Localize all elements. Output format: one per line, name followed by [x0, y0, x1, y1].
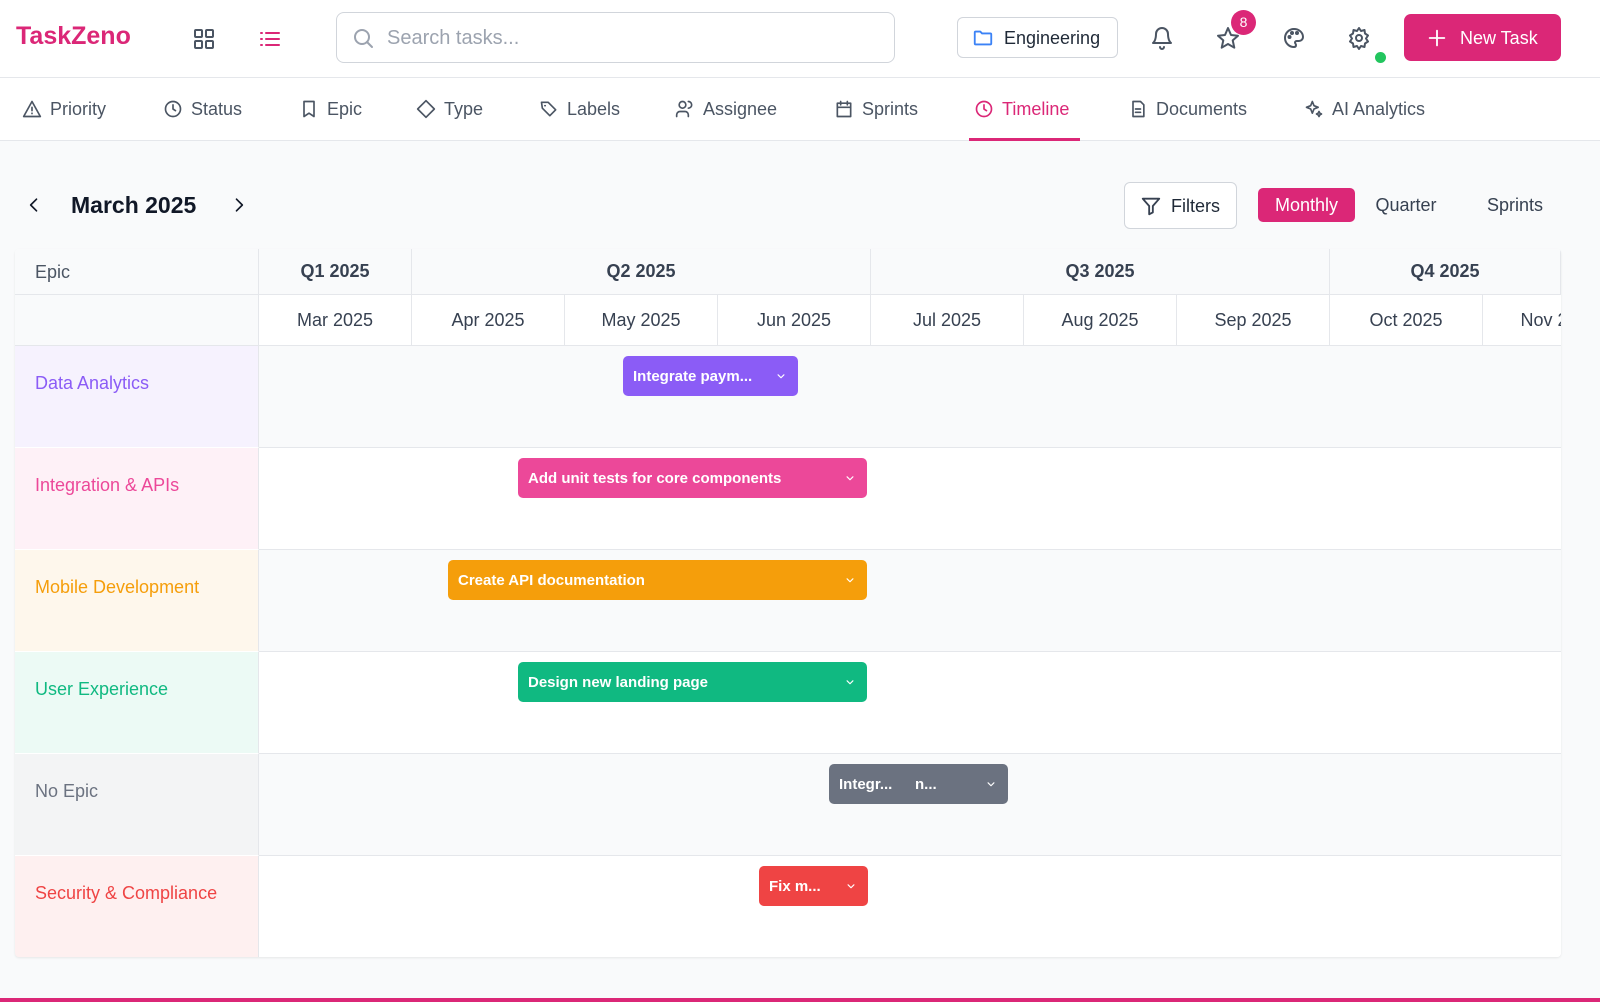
month-header: Jun 2025	[718, 295, 871, 346]
row-background	[259, 856, 1561, 957]
task-chevron	[777, 374, 785, 379]
tab-icon	[1305, 100, 1323, 118]
timeline-grid: Epic Q1 2025 Q2 2025 Q3 2025 Q4 2025 Mar 2025…	[15, 249, 1561, 957]
tab[interactable]: Type	[416, 78, 483, 141]
task-chevron	[846, 578, 854, 583]
bell-icon[interactable]	[1150, 26, 1174, 50]
tab[interactable]: Priority	[22, 78, 106, 141]
month-header: Sep 2025	[1177, 295, 1330, 346]
tab[interactable]: Epic	[299, 78, 362, 141]
filters-label: Filters	[1171, 196, 1220, 216]
task-chevron	[987, 782, 995, 787]
brand: TaskZeno	[16, 22, 131, 50]
month-header: Aug 2025	[1024, 295, 1177, 346]
status-dot	[1375, 52, 1386, 63]
epic-label: Mobile Development	[15, 550, 259, 652]
epic-header: Epic	[15, 249, 259, 295]
task-chevron	[846, 680, 854, 685]
project-name: Engineering	[1004, 28, 1101, 48]
active-tab-underline	[969, 138, 1080, 141]
settings-icon[interactable]	[1347, 26, 1371, 50]
row-background	[259, 550, 1561, 652]
month-header: Oct 2025	[1330, 295, 1483, 346]
task-bar[interactable]: Fix m...	[759, 866, 868, 906]
task-chevron	[846, 476, 854, 481]
star-icon[interactable]	[1216, 26, 1240, 50]
tab-icon	[416, 99, 436, 119]
notification-badge: 8	[1231, 10, 1256, 35]
task-bar[interactable]: Add unit tests for core components	[518, 458, 867, 498]
task-title: Add unit tests for core components	[528, 469, 782, 487]
quarter-header: Q4 2025	[1330, 249, 1561, 295]
task-bar[interactable]: n...	[905, 764, 1008, 804]
month-header: Apr 2025	[412, 295, 565, 346]
palette-icon[interactable]	[1282, 26, 1306, 50]
tab[interactable]: Status	[163, 78, 242, 141]
grid-view-icon[interactable]	[192, 27, 216, 51]
tab-icon	[975, 100, 993, 118]
quarter-header: Q1 2025	[259, 249, 412, 295]
tab-icon	[540, 101, 557, 117]
task-bar[interactable]: Create API documentation	[448, 560, 867, 600]
epic-header-blank	[15, 295, 259, 346]
project-selector[interactable]: Engineering	[957, 17, 1118, 58]
tab[interactable]: AI Analytics	[1304, 78, 1425, 141]
tab-icon	[303, 100, 315, 118]
tab[interactable]: Assignee	[675, 78, 777, 141]
task-title: n...	[915, 775, 937, 793]
tab-icon	[164, 100, 182, 118]
task-title: Design new landing page	[528, 673, 709, 691]
task-title: Integr...	[839, 775, 893, 793]
tab[interactable]: Timeline	[974, 78, 1069, 141]
period-label: March 2025	[71, 192, 197, 218]
view-option[interactable]: Quarter	[1375, 195, 1437, 215]
tab-icon	[1132, 100, 1145, 118]
bottom-accent	[0, 998, 1600, 1002]
search-box[interactable]: Search tasks...	[336, 12, 895, 63]
epic-label: Data Analytics	[15, 346, 259, 448]
tab-icon	[675, 100, 693, 118]
folder-icon	[973, 30, 993, 46]
tab-icon	[836, 100, 852, 118]
task-bar[interactable]: Integrate paym...	[623, 356, 798, 396]
quarter-header: Q2 2025	[412, 249, 871, 295]
task-title: Create API documentation	[458, 571, 645, 589]
row-background	[259, 652, 1561, 754]
month-header: Jul 2025	[871, 295, 1024, 346]
new-task-button[interactable]: New Task	[1404, 14, 1561, 61]
month-header: May 2025	[565, 295, 718, 346]
epic-label: User Experience	[15, 652, 259, 754]
search-placeholder: Search tasks...	[387, 27, 520, 49]
search-icon	[354, 29, 373, 48]
plus-icon	[1428, 29, 1446, 47]
tab[interactable]: Labels	[539, 78, 620, 141]
tab[interactable]: Documents	[1128, 78, 1247, 141]
filters-button[interactable]: Filters	[1124, 182, 1237, 229]
month-header: Nov 2025	[1483, 295, 1561, 346]
prev-button[interactable]	[24, 194, 44, 216]
view-option[interactable]: Monthly	[1258, 188, 1355, 222]
month-header: Mar 2025	[259, 295, 412, 346]
tab-bar: Priority Status Epic Type Labels Assignee Spri…	[0, 78, 1600, 141]
task-title: Integrate paym...	[633, 367, 753, 385]
next-button[interactable]	[229, 194, 249, 216]
view-option[interactable]: Sprints	[1486, 195, 1544, 215]
tab[interactable]: Sprints	[834, 78, 918, 141]
new-task-label: New Task	[1460, 28, 1538, 48]
top-bar: TaskZeno Search tasks... Engineering 8 N…	[0, 0, 1600, 78]
task-title: Fix m...	[769, 877, 821, 895]
row-background	[259, 448, 1561, 550]
tab-icon	[22, 100, 42, 118]
epic-label: Security & Compliance	[15, 856, 259, 957]
epic-label: Integration & APIs	[15, 448, 259, 550]
epic-label: No Epic	[15, 754, 259, 856]
quarter-header: Q3 2025	[871, 249, 1330, 295]
task-chevron	[847, 884, 855, 889]
filter-icon	[1141, 197, 1161, 216]
list-view-icon[interactable]	[258, 27, 282, 51]
row-background	[259, 346, 1561, 448]
task-bar[interactable]: Design new landing page	[518, 662, 867, 702]
